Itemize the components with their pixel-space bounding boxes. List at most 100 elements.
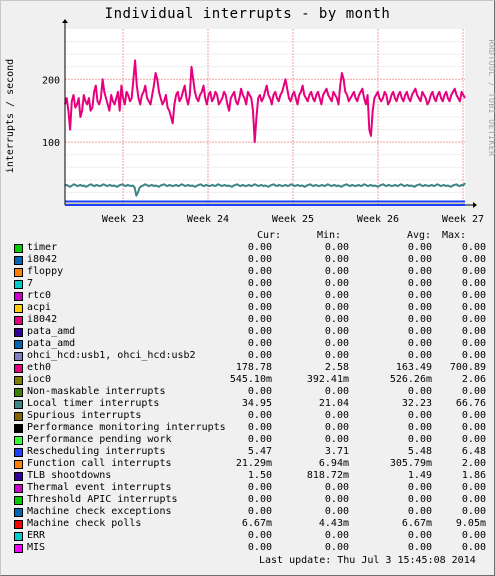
legend-swatch: [14, 280, 23, 289]
legend-avg-value: 0.00: [407, 350, 432, 361]
legend-cur-value: 0.00: [247, 266, 272, 277]
legend-series-name: Machine check exceptions: [27, 506, 172, 517]
legend-series-name: eth0: [27, 362, 52, 373]
legend-swatch: [14, 292, 23, 301]
legend-avg-value: 0.00: [407, 434, 432, 445]
legend-swatch: [14, 508, 23, 517]
legend-row: floppy 0.00 0.00 0.00 0.00: [14, 266, 486, 278]
legend-series-name: MIS: [27, 542, 46, 553]
legend-max-value: 0.00: [461, 326, 486, 337]
legend-avg-value: 0.00: [407, 386, 432, 397]
legend-row: acpi 0.00 0.00 0.00 0.00: [14, 302, 486, 314]
legend-max-value: 0.00: [461, 290, 486, 301]
legend-series-name: acpi: [27, 302, 52, 313]
legend-max-value: 0.00: [461, 482, 486, 493]
legend-min-value: 0.00: [324, 302, 349, 313]
legend-cur-value: 6.67m: [241, 518, 272, 529]
legend-max-value: 1.86: [461, 470, 486, 481]
x-tick-label: Week 25: [272, 214, 314, 225]
legend-max-value: 0.00: [461, 242, 486, 253]
legend-cur-value: 21.29m: [235, 458, 272, 469]
legend-avg-value: 0.00: [407, 314, 432, 325]
y-tick-label: 200: [42, 75, 60, 86]
legend-avg-value: 0.00: [407, 266, 432, 277]
legend-max-value: 0.00: [461, 278, 486, 289]
legend-avg-value: 1.49: [407, 470, 432, 481]
legend-series-name: Non-maskable interrupts: [27, 386, 166, 397]
series-line-local-timer-interrupts: [64, 182, 466, 197]
legend-series-name: Function call interrupts: [27, 458, 172, 469]
legend-cur-value: 0.00: [247, 530, 272, 541]
legend-min-value: 0.00: [324, 422, 349, 433]
legend-min-value: 0.00: [324, 410, 349, 421]
legend-row: i8042 0.00 0.00 0.00 0.00: [14, 254, 486, 266]
legend-cur-value: 0.00: [247, 410, 272, 421]
legend-row: timer 0.00 0.00 0.00 0.00: [14, 242, 486, 254]
legend-min-value: 0.00: [324, 350, 349, 361]
legend-series-name: Thermal event interrupts: [27, 482, 172, 493]
legend-swatch: [14, 400, 23, 409]
header-cur: Cur:: [257, 230, 282, 241]
legend-cur-value: 0.00: [247, 242, 272, 253]
legend-min-value: 4.43m: [318, 518, 349, 529]
legend-series-name: floppy: [27, 266, 64, 277]
legend-cur-value: 1.50: [247, 470, 272, 481]
legend-cur-value: 0.00: [247, 422, 272, 433]
legend-cur-value: 0.00: [247, 314, 272, 325]
legend-series-name: rtc0: [27, 290, 52, 301]
legend-avg-value: 0.00: [407, 326, 432, 337]
legend-series-name: Rescheduling interrupts: [27, 446, 166, 457]
last-update: Last update: Thu Jul 3 15:45:08 2014: [259, 555, 476, 566]
legend-max-value: 0.00: [461, 434, 486, 445]
legend-cur-value: 0.00: [247, 506, 272, 517]
legend-avg-value: 0.00: [407, 278, 432, 289]
legend-swatch: [14, 304, 23, 313]
legend-min-value: 6.94m: [318, 458, 349, 469]
legend-max-value: 0.00: [461, 422, 486, 433]
chart-title: Individual interrupts - by month: [104, 6, 391, 22]
legend-max-value: 0.00: [461, 254, 486, 265]
legend-row: MIS 0.00 0.00 0.00 0.00: [14, 542, 486, 554]
legend-avg-value: 0.00: [407, 542, 432, 553]
legend-avg-value: 305.79m: [389, 458, 432, 469]
legend-max-value: 2.00: [461, 458, 486, 469]
legend-swatch: [14, 436, 23, 445]
legend-series-name: 7: [27, 278, 34, 289]
legend-row: Threshold APIC interrupts 0.00 0.00 0.00 0.0…: [14, 494, 486, 506]
legend-min-value: 0.00: [324, 242, 349, 253]
legend-swatch: [14, 472, 23, 481]
legend-swatch: [14, 268, 23, 277]
legend-cur-value: 0.00: [247, 278, 272, 289]
legend-min-value: 0.00: [324, 542, 349, 553]
legend-avg-value: 526.26m: [389, 374, 432, 385]
legend-max-value: 0.00: [461, 314, 486, 325]
legend-min-value: 0.00: [324, 434, 349, 445]
legend-min-value: 0.00: [324, 494, 349, 505]
legend-cur-value: 0.00: [247, 350, 272, 361]
legend-cur-value: 0.00: [247, 434, 272, 445]
legend-avg-value: 0.00: [407, 530, 432, 541]
legend-max-value: 700.89: [449, 362, 486, 373]
legend-swatch: [14, 364, 23, 373]
legend-series-name: i8042: [27, 314, 58, 325]
legend-cur-value: 178.78: [235, 362, 272, 373]
legend-min-value: 0.00: [324, 482, 349, 493]
legend-avg-value: 163.49: [395, 362, 432, 373]
legend-max-value: 0.00: [461, 542, 486, 553]
legend-series-name: pata_amd: [27, 338, 76, 349]
legend-series-name: Performance pending work: [27, 434, 172, 445]
legend-avg-value: 0.00: [407, 410, 432, 421]
legend-avg-value: 0.00: [407, 254, 432, 265]
legend-avg-value: 0.00: [407, 302, 432, 313]
plot-area: Week 23 Week 24 Week 25 Week 26 Week 27 100 20…: [42, 19, 484, 225]
legend-series-name: pata_amd: [27, 326, 76, 337]
legend-min-value: 2.58: [324, 362, 349, 373]
legend-row: eth0 178.78 2.58 163.49 700.89: [14, 362, 486, 374]
legend-row: ohci_hcd:usb1, ohci_hcd:usb2 0.00 0.00 0.00…: [14, 350, 486, 362]
legend-cur-value: 0.00: [247, 302, 272, 313]
legend-row: 7 0.00 0.00 0.00 0.00: [14, 278, 486, 290]
legend-series-name: timer: [27, 242, 58, 253]
legend-series-name: Machine check polls: [27, 518, 142, 529]
x-tick-label: Week 27: [442, 214, 484, 225]
y-axis-arrow: [62, 19, 68, 23]
